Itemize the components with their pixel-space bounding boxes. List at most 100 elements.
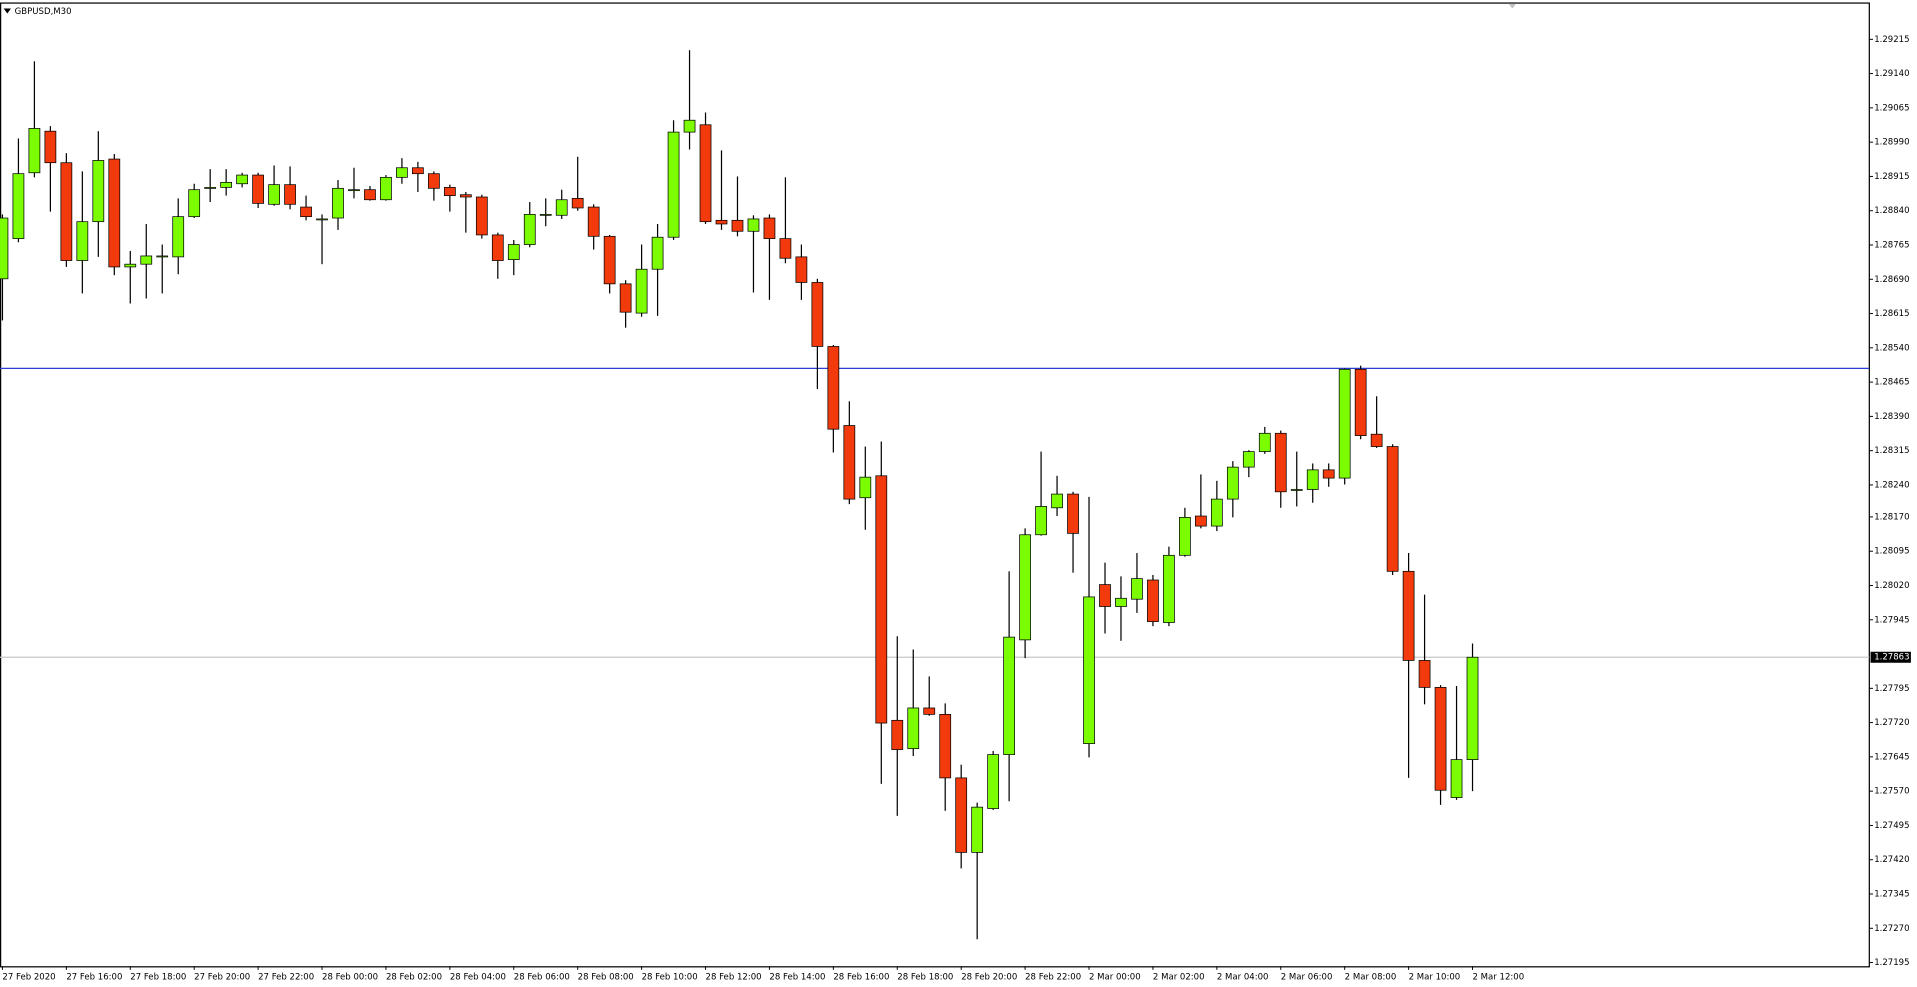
candle-body-down	[428, 173, 440, 189]
candle-body-down	[475, 196, 488, 236]
candle-body-down	[731, 219, 744, 232]
candle-body-down	[699, 124, 712, 223]
candle-body-down	[44, 130, 57, 164]
candle-body-up	[907, 707, 920, 750]
candle-body-up	[332, 187, 344, 219]
candle-body-up	[268, 184, 280, 205]
candle-body-down	[459, 194, 472, 198]
candle-body-up	[1083, 596, 1095, 744]
x-tick-label: 27 Feb 22:00	[258, 973, 314, 983]
candle-body-up	[1179, 517, 1191, 556]
candle-body-down	[412, 167, 424, 175]
x-tick-label: 2 Mar 02:00	[1153, 973, 1205, 983]
candle-body-up	[1019, 534, 1031, 641]
x-tick-label: 2 Mar 08:00	[1345, 973, 1397, 983]
candle-body-up	[1051, 493, 1063, 509]
y-tick-label: 1.29140	[1874, 69, 1909, 79]
y-tick-label: 1.28095	[1874, 547, 1909, 557]
candle-body-up	[1258, 432, 1271, 452]
x-tick-label: 28 Feb 16:00	[833, 973, 889, 983]
candle-body-down	[1354, 368, 1367, 436]
candle-body-up	[1003, 636, 1015, 755]
candle-body-up	[1466, 656, 1479, 760]
candle-body-down	[252, 174, 264, 204]
candle-body-down	[108, 158, 121, 268]
candle-body-up	[1131, 578, 1143, 600]
candle-body-down	[763, 217, 776, 239]
x-tick-label: 28 Feb 00:00	[322, 973, 378, 983]
candle-body-down	[1274, 432, 1287, 493]
current-price-label: 1.27863	[1874, 653, 1909, 663]
x-tick-label: 2 Mar 12:00	[1473, 973, 1525, 983]
x-tick-label: 27 Feb 16:00	[66, 973, 122, 983]
candle-body-up	[635, 268, 648, 314]
candle-body-up	[747, 218, 760, 232]
candle-body-up	[0, 217, 9, 280]
candle-body-down	[811, 282, 824, 347]
candle-body-up	[236, 174, 248, 185]
x-tick-label: 28 Feb 20:00	[961, 973, 1017, 983]
y-tick-label: 1.28615	[1874, 309, 1909, 319]
y-tick-label: 1.27270	[1874, 924, 1909, 934]
candle-body-up	[651, 236, 664, 270]
candle-body-down	[843, 425, 856, 500]
y-tick-label: 1.28840	[1874, 206, 1909, 216]
y-tick-label: 1.27945	[1874, 615, 1909, 625]
candle-body-down	[827, 346, 840, 430]
y-tick-label: 1.27420	[1874, 855, 1909, 865]
candle-body-up	[1035, 506, 1047, 536]
candle-body-up	[1306, 469, 1319, 490]
x-tick-label: 28 Feb 06:00	[514, 973, 570, 983]
candle-body-down	[443, 187, 456, 196]
x-tick-label: 28 Feb 12:00	[706, 973, 762, 983]
candle-body-down	[1434, 687, 1447, 791]
x-tick-label: 27 Feb 20:00	[194, 973, 250, 983]
y-tick-label: 1.28390	[1874, 412, 1909, 422]
x-tick-label: 2 Mar 00:00	[1089, 973, 1141, 983]
x-tick-label: 2 Mar 06:00	[1281, 973, 1333, 983]
x-tick-label: 27 Feb 18:00	[130, 973, 186, 983]
candle-body-up	[971, 806, 984, 853]
candle-body-down	[891, 719, 904, 750]
candle-body-up	[1210, 498, 1223, 527]
candle-body-down	[364, 189, 376, 201]
candle-body-up	[523, 214, 536, 245]
candle-body-down	[284, 184, 296, 205]
candle-body-up	[683, 119, 696, 133]
candle-body-up	[667, 131, 680, 238]
y-tick-label: 1.28540	[1874, 343, 1909, 353]
candle-body-up	[156, 255, 169, 258]
x-tick-label: 28 Feb 02:00	[386, 973, 442, 983]
candle-body-up	[172, 216, 185, 258]
candle-body-up	[204, 187, 217, 189]
candle-body-down	[923, 707, 936, 715]
x-tick-label: 2 Mar 04:00	[1217, 973, 1269, 983]
candle-body-up	[1163, 554, 1175, 623]
plot-area	[0, 50, 1870, 940]
scroll-marker	[1508, 3, 1516, 9]
candle-body-down	[300, 206, 312, 218]
candle-body-up	[555, 199, 568, 216]
candle-body-down	[875, 475, 888, 724]
y-tick-label: 1.27495	[1874, 821, 1909, 831]
y-tick-label: 1.28020	[1874, 581, 1909, 591]
y-tick-label: 1.28315	[1874, 446, 1909, 456]
candle-body-down	[1147, 579, 1159, 622]
candle-body-up	[92, 160, 105, 223]
candle-body-down	[587, 206, 600, 237]
y-tick-label: 1.27720	[1874, 718, 1909, 728]
y-tick-label: 1.29065	[1874, 103, 1909, 113]
y-tick-label: 1.28990	[1874, 138, 1909, 148]
y-tick-label: 1.28170	[1874, 512, 1909, 522]
candle-body-down	[1195, 515, 1207, 527]
x-tick-label: 28 Feb 22:00	[1025, 973, 1081, 983]
y-tick-label: 1.28915	[1874, 172, 1909, 182]
candle-body-up	[76, 221, 89, 261]
symbol-menu-arrow[interactable]	[3, 8, 12, 14]
y-tick-label: 1.28690	[1874, 275, 1909, 285]
y-tick-label: 1.27570	[1874, 787, 1909, 797]
candle-body-down	[1418, 660, 1431, 688]
y-tick-label: 1.27195	[1874, 958, 1909, 968]
candle-body-down	[491, 234, 504, 261]
